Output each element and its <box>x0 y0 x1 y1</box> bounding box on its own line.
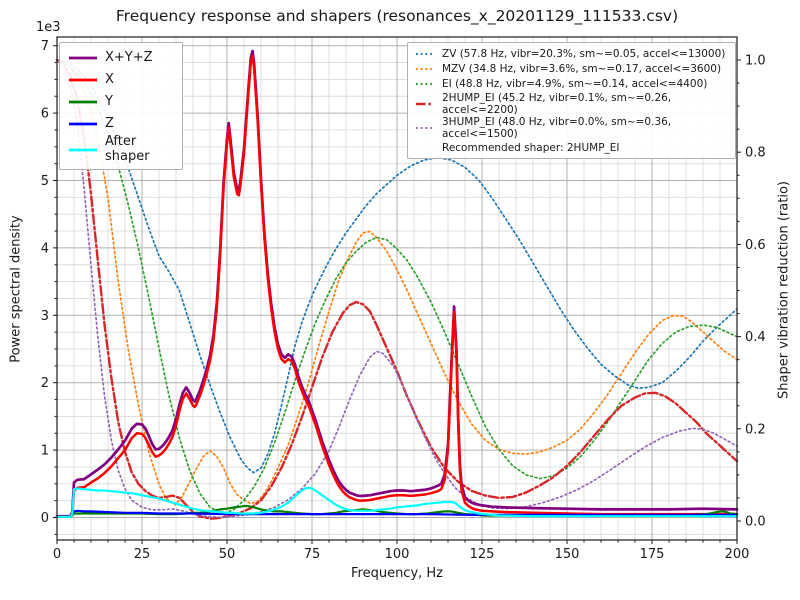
tick-label: 1 <box>41 444 49 459</box>
legend-label: 2HUMP_EI (45.2 Hz, vibr=0.1%, sm~=0.26, … <box>442 91 672 116</box>
tick-label: 0 <box>41 511 49 526</box>
series-after <box>55 486 739 518</box>
tick-label: 75 <box>304 547 321 562</box>
tick-label: 5 <box>41 174 49 189</box>
tick-label: 1.0 <box>745 54 766 69</box>
tick-labels: 0 25 50 75 100 125 150 175 200 0 1 2 3 4 5 6 7 0.0 0.2 0.4 0… <box>41 39 766 562</box>
y-axis-right-label: Shaper vibration reduction (ratio) <box>776 181 792 399</box>
tick-label: 2 <box>41 376 49 391</box>
legend-item-x: X <box>68 69 174 91</box>
legend-label: Y <box>105 93 113 109</box>
y-axis-offset-label: 1e3 <box>36 20 61 35</box>
legend-item-2hump-ei: 2HUMP_EI (45.2 Hz, vibr=0.1%, sm~=0.26, … <box>415 92 728 116</box>
legend-item-xyz: X+Y+Z <box>68 47 174 69</box>
legend-footer-recommended-shaper: Recommended shaper: 2HUMP_EI <box>415 140 728 155</box>
tick-label: 50 <box>219 547 236 562</box>
legend-item-y: Y <box>68 91 174 113</box>
line-sample-after-shaper-icon <box>69 148 97 152</box>
legend-item-3hump-ei: 3HUMP_EI (48.0 Hz, vibr=0.0%, sm~=0.36, … <box>415 116 728 140</box>
tick-label: 175 <box>640 547 665 562</box>
legend-label: X+Y+Z <box>105 49 153 65</box>
legend-item-mzv: MZV (34.8 Hz, vibr=3.6%, sm~=0.17, accel… <box>415 61 728 76</box>
line-sample-3hump-ei-icon <box>416 127 434 130</box>
legend-label: MZV (34.8 Hz, vibr=3.6%, sm~=0.17, accel… <box>442 62 722 75</box>
line-sample-ei-icon <box>416 83 434 86</box>
tick-label: 150 <box>555 547 580 562</box>
legend-shapers: ZV (57.8 Hz, vibr=20.3%, sm~=0.05, accel… <box>407 42 736 160</box>
chart-title: Frequency response and shapers (resonanc… <box>115 7 679 25</box>
legend-item-after-shaper: After shaper <box>68 134 174 165</box>
series-zv <box>56 59 738 474</box>
legend-item-zv: ZV (57.8 Hz, vibr=20.3%, sm~=0.05, accel… <box>415 46 728 61</box>
legend-item-z: Z <box>68 113 174 135</box>
legend-sample-spacer <box>415 146 435 150</box>
line-sample-z-icon <box>69 122 97 126</box>
tick-label: 0.2 <box>745 422 766 437</box>
legend-label: X <box>105 71 114 87</box>
line-sample-xyz-icon <box>69 56 97 60</box>
line-sample-x-icon <box>69 78 97 82</box>
line-sample-y-icon <box>69 100 97 104</box>
series-lines <box>55 49 739 520</box>
series-mzv <box>56 59 738 506</box>
tick-label: 200 <box>725 547 750 562</box>
legend-label: Z <box>105 115 114 131</box>
axis-ticks <box>53 45 741 544</box>
tick-label: 7 <box>41 39 49 54</box>
series-hump3 <box>56 59 738 519</box>
line-sample-2hump-ei-icon <box>416 102 434 106</box>
legend-label: 3HUMP_EI (48.0 Hz, vibr=0.0%, sm~=0.36, … <box>442 116 672 141</box>
tick-label: 100 <box>385 547 410 562</box>
legend-label: EI (48.8 Hz, vibr=4.9%, sm~=0.14, accel<… <box>442 78 708 91</box>
tick-label: 0.0 <box>745 515 766 530</box>
y-axis-left-label: Power spectral density <box>8 215 24 363</box>
tick-label: 6 <box>41 107 49 122</box>
legend-label: After shaper <box>105 134 150 164</box>
tick-label: 25 <box>134 547 151 562</box>
tick-label: 3 <box>41 309 49 324</box>
tick-label: 0.6 <box>745 238 766 253</box>
legend-label: ZV (57.8 Hz, vibr=20.3%, sm~=0.05, accel… <box>442 47 726 60</box>
tick-label: 0.8 <box>745 146 766 161</box>
tick-label: 0.4 <box>745 330 766 345</box>
legend-psd: X+Y+Z X Y Z After shaper <box>59 42 183 170</box>
recommended-shaper-text: Recommended shaper: 2HUMP_EI <box>442 141 620 154</box>
legend-item-ei: EI (48.8 Hz, vibr=4.9%, sm~=0.14, accel<… <box>415 77 728 92</box>
line-sample-mzv-icon <box>416 67 434 70</box>
x-axis-label: Frequency, Hz <box>350 566 444 581</box>
series-x <box>55 54 739 519</box>
tick-label: 125 <box>470 547 495 562</box>
line-sample-zv-icon <box>416 52 434 55</box>
tick-label: 4 <box>41 241 49 256</box>
tick-label: 0 <box>53 547 61 562</box>
series-hump2 <box>55 58 739 520</box>
series-z <box>55 509 739 518</box>
